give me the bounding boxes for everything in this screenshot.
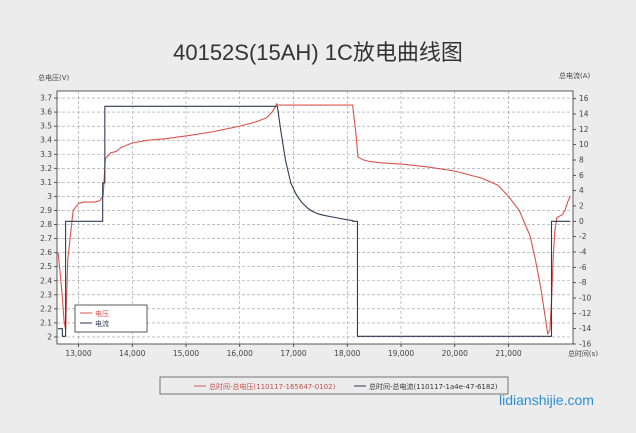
y-left-tick-label: 3.4 — [40, 136, 52, 145]
y-right-tick-label: 10 — [579, 140, 589, 149]
y-right-tick-label: -16 — [579, 340, 591, 349]
y-right-tick-label: 12 — [579, 125, 589, 134]
inner-legend-label-current: 电流 — [95, 319, 109, 328]
y-left-tick-label: 3.1 — [40, 178, 52, 187]
y-left-tick-label: 3 — [47, 192, 52, 201]
x-tick-label: 20,000 — [442, 349, 468, 358]
y-left-tick-label: 2.4 — [40, 276, 52, 285]
x-tick-label: 16,000 — [227, 349, 253, 358]
y-right-tick-label: -14 — [579, 324, 591, 333]
y-right-tick-label: -4 — [579, 248, 587, 257]
y-right-tick-label: 16 — [579, 94, 589, 103]
y-right-tick-label: 14 — [579, 110, 589, 119]
y-left-tick-label: 2.3 — [40, 290, 52, 299]
plot-area — [56, 90, 574, 345]
inner-legend-box — [74, 304, 148, 333]
y-right-tick-label: -10 — [579, 294, 591, 303]
y-right-tick-label: 8 — [579, 156, 584, 165]
inner-legend: 电压 电流 — [74, 304, 148, 333]
x-tick-label: 17,000 — [280, 349, 306, 358]
y-left-tick-label: 2.1 — [40, 318, 52, 327]
x-tick-label: 18,000 — [334, 349, 360, 358]
y-left-tick-label: 3.6 — [40, 108, 52, 117]
x-tick-label: 13,000 — [65, 349, 91, 358]
y-right-tick-label: 6 — [579, 171, 584, 180]
x-tick-label: 21,000 — [495, 349, 521, 358]
x-tick-label: 15,000 — [173, 349, 199, 358]
x-tick-label: 19,000 — [388, 349, 414, 358]
y-right-tick-label: 4 — [579, 186, 584, 195]
bottom-legend-label-voltage: 总时间-总电压(110117-165647-0102) — [209, 382, 336, 391]
x-tick-label: 14,000 — [119, 349, 145, 358]
series-lines — [57, 103, 571, 337]
y-right-tick-label: -6 — [579, 263, 587, 272]
y-right-tick-label: 2 — [579, 202, 584, 211]
bottom-legend-box — [159, 376, 509, 395]
voltage-series-line — [57, 103, 571, 335]
y-right-tick-label: -8 — [579, 278, 587, 287]
current-series-line — [58, 105, 571, 337]
y-right-tick-label: -12 — [579, 309, 591, 318]
left-axis-title: 总电压(V) — [38, 73, 70, 82]
bottom-legend: 总时间-总电压(110117-165647-0102) 总时间-总电流(1101… — [159, 376, 509, 395]
y-right-tick-label: 0 — [579, 217, 584, 226]
bottom-legend-label-current: 总时间-总电流(110117-1a4e-47-6182) — [369, 382, 498, 391]
y-left-tick-label: 3.5 — [40, 122, 52, 131]
y-right-tick-label: -2 — [579, 232, 587, 241]
y-left-tick-label: 3.2 — [40, 164, 52, 173]
y-left-tick-label: 2.8 — [40, 220, 52, 229]
x-axis-title: 总时间(s) — [568, 349, 598, 358]
y-left-tick-label: 2.6 — [40, 248, 52, 257]
y-left-tick-label: 2.9 — [40, 206, 52, 215]
y-left-tick-label: 2.2 — [40, 304, 52, 313]
y-left-tick-label: 2.5 — [40, 262, 52, 271]
axis-ticks: 13,000 14,000 15,000 16,000 17,000 18,000 19,0… — [40, 94, 591, 358]
y-left-tick-label: 3.3 — [40, 150, 52, 159]
watermark: lidianshijie.com — [499, 392, 594, 408]
y-left-tick-label: 3.7 — [40, 94, 52, 103]
chart-title: 40152S(15AH) 1C放电曲线图 — [173, 40, 463, 65]
y-left-tick-label: 2.7 — [40, 234, 52, 243]
y-left-tick-label: 2 — [47, 332, 52, 341]
inner-legend-label-voltage: 电压 — [95, 309, 109, 318]
right-axis-title: 总电流(A) — [559, 71, 591, 80]
